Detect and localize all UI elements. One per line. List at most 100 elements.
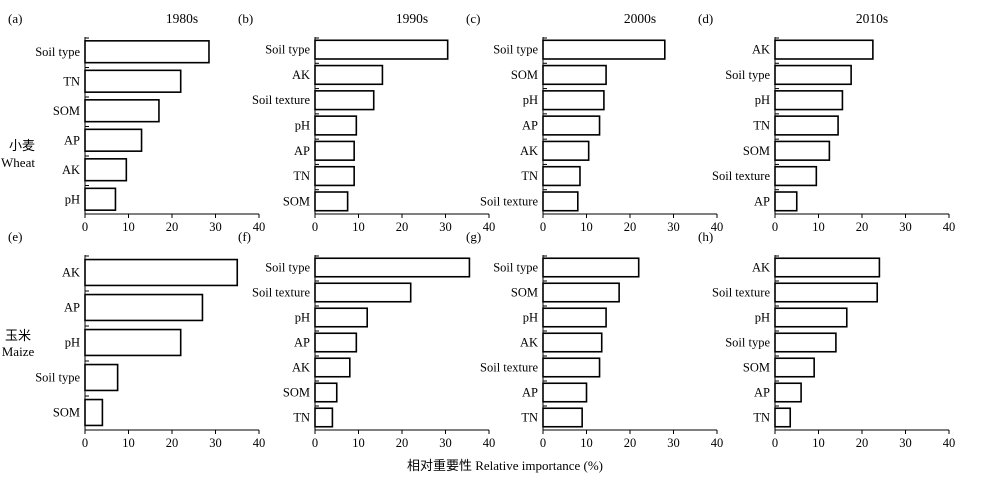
x-axis-label: 相对重要性 Relative importance (%) [407,458,603,473]
panel-e-xtick-label-0: 0 [82,436,88,450]
panel-e-letter: (e) [8,229,22,244]
panel-b-category-label-6: SOM [283,194,310,208]
panel-f-bar-1 [314,282,412,303]
panel-c-category-label-1: SOM [511,68,538,82]
panel-h-bar-0 [774,257,881,278]
panel-c-letter: (c) [466,11,480,26]
panel-b-letter: (b) [238,11,253,26]
panel-h-xtick-label-40: 40 [943,436,956,450]
panel-e-category-label-4: SOM [53,406,80,420]
panel-a-bar-0 [84,40,210,64]
panel-b: (b) 1990s 0 10 20 30 40 Soil type AK Soil texture… [238,11,495,234]
row-label-wheat-en: Wheat [1,155,35,170]
panel-e-category-label-2: pH [65,336,80,350]
panel-g-bar-0 [542,257,640,278]
panel-d-xtick-label-20: 20 [856,220,869,234]
panel-f-category-label-0: Soil type [265,261,310,275]
panel-c-category-label-6: Soil texture [480,194,538,208]
panel-e-category-label-0: AK [62,266,80,280]
panel-e-category-label-3: Soil type [35,371,80,385]
panel-b-bar-2 [314,90,375,111]
panel-e-xtick-label-40: 40 [253,436,266,450]
panel-f-category-label-3: AP [294,336,310,350]
panel-f-bar-0 [314,257,471,278]
panel-f-xtick-label-0: 0 [312,436,318,450]
panel-c-category-label-0: Soil type [493,43,538,57]
panel-b-xtick-label-40: 40 [483,220,496,234]
panel-e-bar-2 [84,328,182,357]
panel-a-category-label-0: Soil type [35,45,80,59]
panel-d-title: 2010s [856,11,888,26]
panel-h-category-label-2: pH [755,311,770,325]
panel-d-bar-0 [774,39,874,60]
panel-d-category-label-2: pH [755,93,770,107]
panel-a-xtick-label-20: 20 [166,220,179,234]
panel-d-bar-1 [774,64,852,86]
panel-c-category-label-4: AK [520,144,538,158]
panel-f-category-label-6: TN [293,411,310,425]
panel-d-category-label-1: Soil type [725,68,770,82]
panel-b-bar-0 [314,39,449,60]
panel-d-category-label-4: SOM [743,144,770,158]
panel-b-bar-6 [314,191,349,212]
panel-b-xtick-label-0: 0 [312,220,318,234]
panel-h-bar-6 [774,407,792,428]
panel-f-category-label-4: AK [292,361,310,375]
panel-d-category-label-3: TN [753,119,770,133]
panel-c-category-label-3: AP [522,119,538,133]
panel-a-category-label-1: TN [63,74,80,88]
panel-f-xtick-label-10: 10 [352,436,365,450]
panel-d-xtick-label-0: 0 [772,220,778,234]
panel-d-bar-6 [774,191,798,212]
panel-h-category-label-4: SOM [743,361,770,375]
panel-e-bar-3 [84,363,119,392]
panel-e-bar-1 [84,293,204,322]
panel-b-bar-4 [314,140,355,161]
panel-f-xtick-label-20: 20 [396,436,409,450]
panel-f-bar-6 [314,407,334,428]
panel-b-title: 1990s [396,11,428,26]
panel-g-letter: (g) [466,229,481,244]
panel-g-bar-5 [542,382,588,403]
panel-b-bar-3 [314,115,358,136]
panel-h-xtick-label-30: 30 [899,436,912,450]
panel-a-xtick-label-40: 40 [253,220,266,234]
panel-d-bar-4 [774,140,831,161]
panel-f-xtick-label-40: 40 [483,436,496,450]
panel-c-xtick-label-30: 30 [667,220,680,234]
panel-d-letter: (d) [698,11,713,26]
panel-h-category-label-0: AK [752,261,770,275]
panel-b-category-label-1: AK [292,68,310,82]
panel-c-bar-2 [542,90,605,111]
panel-h-xtick-label-0: 0 [772,436,778,450]
panel-c-bar-6 [542,191,579,212]
panel-c-bar-5 [542,165,581,187]
panel-d-bar-2 [774,90,844,111]
row-label-wheat: 小麦 Wheat [1,138,35,170]
panel-f-category-label-1: Soil texture [252,286,310,300]
panel-h-bar-3 [774,332,837,353]
panel-h-bar-4 [774,357,815,378]
panel-h-category-label-5: AP [754,386,770,400]
panel-a-bar-2 [84,99,160,123]
panel-c-xtick-label-20: 20 [624,220,637,234]
panel-e-bar-4 [84,398,104,427]
panel-g-bar-2 [542,307,607,328]
panel-c-bar-0 [542,39,666,60]
panel-a-xtick-label-0: 0 [82,220,88,234]
panel-d-bar-3 [774,115,839,136]
panel-b-bar-1 [314,64,384,86]
panel-f-category-label-2: pH [295,311,310,325]
panel-g-bar-3 [542,332,603,353]
panel-h-bar-1 [774,282,879,303]
row-label-maize-cn: 玉米 [5,328,31,343]
panel-c-bar-1 [542,64,607,86]
panel-a-bar-3 [84,128,143,152]
panel-b-bar-5 [314,165,355,187]
panel-g-xtick-label-0: 0 [540,436,546,450]
panel-c-category-label-2: pH [523,93,538,107]
panel-e-xtick-label-20: 20 [166,436,179,450]
row-label-wheat-cn: 小麦 [9,138,35,153]
panel-e-xtick-label-30: 30 [209,436,222,450]
